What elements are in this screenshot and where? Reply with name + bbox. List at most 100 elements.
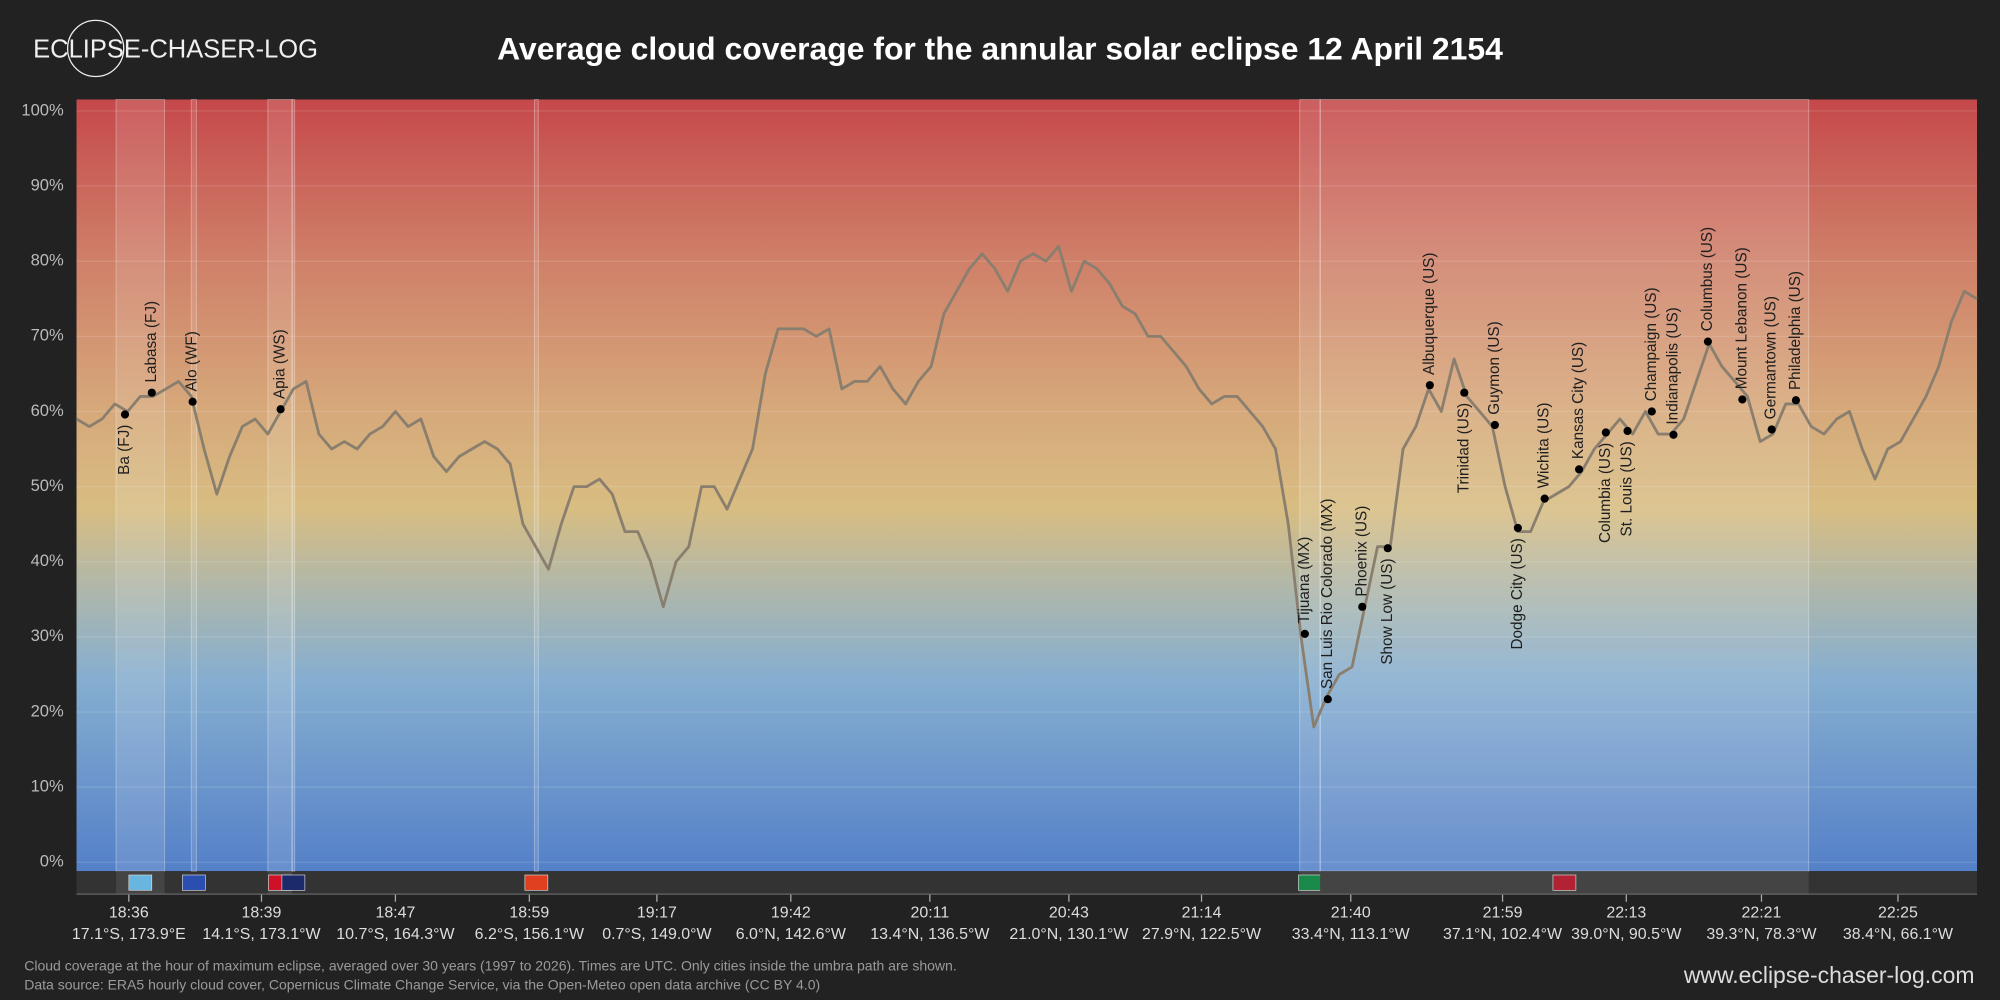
x-tick-sublabel: 39.0°N, 90.5°W bbox=[1571, 926, 1681, 943]
y-tick-label: 30% bbox=[31, 626, 64, 645]
city-dot bbox=[1767, 425, 1776, 434]
y-tick-label: 90% bbox=[31, 175, 64, 194]
country-band bbox=[1299, 98, 1321, 872]
city-label: Columbus (US) bbox=[1699, 227, 1716, 332]
city-dot bbox=[1300, 629, 1309, 638]
city-label: Phoenix (US) bbox=[1353, 506, 1370, 597]
city-dot bbox=[1601, 428, 1610, 437]
city-dot bbox=[1703, 337, 1712, 346]
x-tick-label: 20:11 bbox=[910, 904, 949, 921]
site-url: www.eclipse-chaser-log.com bbox=[1683, 962, 1975, 988]
x-tick-sublabel: 6.2°S, 156.1°W bbox=[475, 926, 584, 943]
city-dot bbox=[1490, 420, 1499, 430]
y-tick-label: 10% bbox=[31, 776, 64, 795]
flag bbox=[281, 874, 306, 891]
y-tick-label: 80% bbox=[31, 251, 64, 270]
city-label: Columbia (US) bbox=[1597, 443, 1614, 543]
y-tick-label: 60% bbox=[31, 401, 64, 420]
city-label: Alo (WF) bbox=[184, 331, 201, 391]
x-tick-sublabel: 37.1°N, 102.4°W bbox=[1443, 926, 1562, 943]
city-dot bbox=[1623, 426, 1632, 436]
city-dot bbox=[1513, 523, 1522, 533]
flag bbox=[1552, 874, 1577, 891]
x-tick-label: 19:17 bbox=[637, 904, 677, 921]
footnote: Data source: ERA5 hourly cloud cover, Co… bbox=[24, 977, 820, 993]
y-tick-label: 50% bbox=[31, 476, 64, 495]
flag bbox=[1298, 874, 1322, 891]
city-label: Ba (FJ) bbox=[116, 425, 133, 475]
country-band bbox=[190, 98, 197, 872]
city-dot bbox=[1425, 381, 1434, 390]
city-label: Albuquerque (US) bbox=[1421, 253, 1438, 375]
city-dot bbox=[1575, 465, 1584, 474]
x-tick-label: 18:36 bbox=[109, 904, 149, 921]
x-tick-sublabel: 13.4°N, 136.5°W bbox=[870, 926, 989, 943]
city-dot bbox=[147, 388, 156, 397]
x-tick-label: 18:39 bbox=[242, 904, 282, 921]
city-dot bbox=[1647, 407, 1656, 416]
logo-ring bbox=[66, 19, 125, 78]
y-tick-label: 100% bbox=[21, 100, 64, 119]
city-label: Champaign (US) bbox=[1643, 287, 1660, 401]
logo: ECLIPSE-CHASER-LOG bbox=[33, 36, 318, 64]
x-tick-sublabel: 33.4°N, 113.1°W bbox=[1292, 926, 1410, 943]
x-tick-label: 19:42 bbox=[771, 904, 811, 921]
city-label: Philadelphia (US) bbox=[1787, 271, 1804, 390]
city-label: Show Low (US) bbox=[1379, 558, 1396, 664]
x-tick-sublabel: 27.9°N, 122.5°W bbox=[1142, 926, 1261, 943]
city-label: Indianapolis (US) bbox=[1665, 307, 1682, 424]
city-label: St. Louis (US) bbox=[1619, 441, 1636, 536]
x-tick-sublabel: 14.1°S, 173.1°W bbox=[202, 926, 320, 943]
x-tick-sublabel: 21.0°N, 130.1°W bbox=[1009, 926, 1128, 943]
city-label: San Luis Rio Colorado (MX) bbox=[1319, 499, 1336, 689]
country-band bbox=[533, 98, 539, 872]
city-label: Germantown (US) bbox=[1763, 296, 1780, 419]
x-tick-label: 22:13 bbox=[1606, 904, 1646, 921]
city-label: Mount Lebanon (US) bbox=[1733, 247, 1750, 389]
x-tick-label: 20:43 bbox=[1049, 904, 1089, 921]
city-label: Apia (WS) bbox=[272, 329, 289, 399]
x-tick-label: 21:14 bbox=[1182, 904, 1222, 921]
city-dot bbox=[1323, 695, 1332, 704]
flag bbox=[182, 874, 206, 891]
country-band bbox=[291, 98, 296, 872]
city-dot bbox=[1669, 430, 1678, 439]
city-dot bbox=[1460, 388, 1469, 397]
city-label: Dodge City (US) bbox=[1509, 538, 1526, 649]
city-label: Kansas City (US) bbox=[1570, 342, 1587, 459]
city-dot bbox=[276, 405, 285, 414]
city-dot bbox=[120, 410, 130, 419]
city-label: Trinidad (US) bbox=[1455, 403, 1472, 493]
x-tick-label: 18:47 bbox=[375, 904, 415, 921]
x-tick-label: 18:59 bbox=[509, 904, 549, 921]
plot-background bbox=[76, 99, 1978, 872]
chart-title: Average cloud coverage for the annular s… bbox=[497, 30, 1503, 66]
country-band bbox=[267, 98, 293, 872]
x-tick-sublabel: 38.4°N, 66.1°W bbox=[1843, 926, 1953, 943]
x-tick-label: 22:21 bbox=[1742, 904, 1782, 921]
footnote: Cloud coverage at the hour of maximum ec… bbox=[24, 958, 957, 974]
x-tick-sublabel: 39.3°N, 78.3°W bbox=[1706, 926, 1816, 943]
city-label: Wichita (US) bbox=[1536, 403, 1553, 489]
city-dot bbox=[1540, 494, 1549, 503]
city-dot bbox=[1383, 544, 1392, 553]
city-label: Labasa (FJ) bbox=[143, 301, 160, 383]
y-tick-label: 0% bbox=[40, 852, 64, 871]
flag bbox=[524, 874, 549, 891]
y-tick-label: 70% bbox=[31, 326, 64, 345]
x-tick-label: 21:59 bbox=[1483, 904, 1523, 921]
city-dot bbox=[1358, 602, 1367, 611]
x-tick-sublabel: 0.7°S, 149.0°W bbox=[602, 926, 711, 943]
y-tick-label: 40% bbox=[31, 551, 64, 570]
city-label: Tijuana (MX) bbox=[1296, 537, 1313, 624]
country-band bbox=[1319, 98, 1810, 872]
x-tick-label: 21:40 bbox=[1331, 904, 1371, 921]
city-dot bbox=[1791, 396, 1801, 405]
x-tick-sublabel: 6.0°N, 142.6°W bbox=[736, 926, 846, 943]
x-tick-label: 22:25 bbox=[1878, 904, 1918, 921]
city-dot bbox=[1738, 395, 1747, 404]
x-tick-sublabel: 10.7°S, 164.3°W bbox=[336, 926, 454, 943]
cloud-line bbox=[75, 244, 1978, 729]
